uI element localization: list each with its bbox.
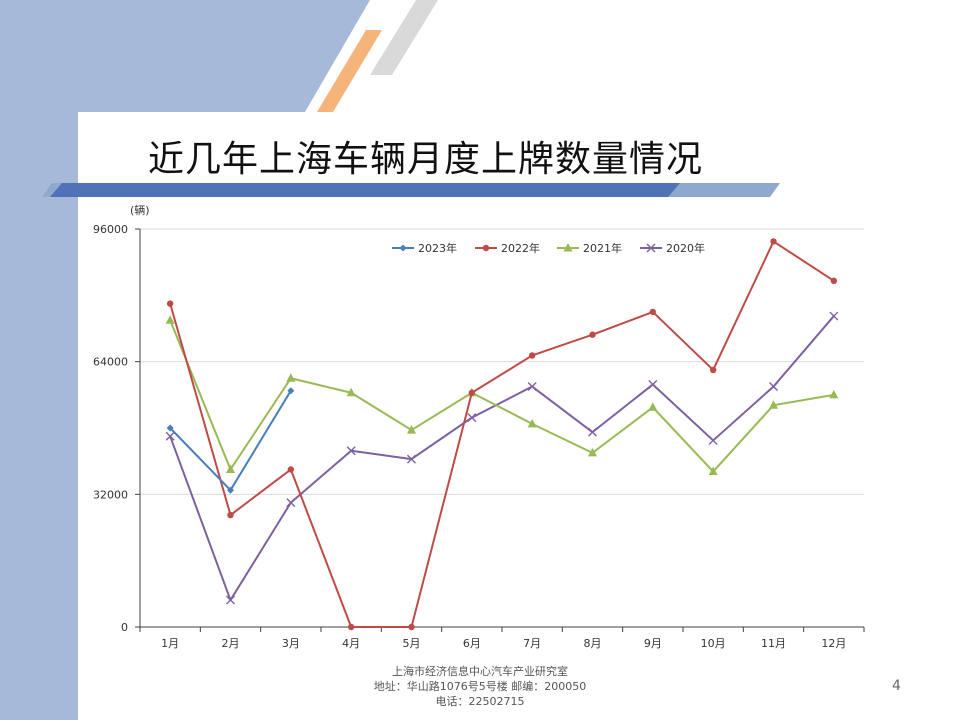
x-tick-label: 12月 — [821, 637, 846, 650]
legend-label: 2021年 — [583, 241, 622, 255]
series-layer — [165, 238, 839, 631]
data-point — [588, 447, 597, 457]
x-tick-label: 8月 — [584, 637, 602, 650]
data-point — [829, 311, 839, 321]
y-unit-label: (辆) — [130, 203, 150, 217]
left-decor-band — [0, 0, 78, 720]
legend-marker — [399, 244, 407, 252]
legend-marker — [646, 243, 656, 253]
legend-item: 2022年 — [475, 241, 540, 255]
data-point — [165, 431, 175, 441]
data-point — [407, 425, 416, 434]
series-line — [169, 240, 835, 628]
y-tick-label: 96000 — [93, 223, 128, 236]
data-point — [527, 418, 537, 428]
legend-item: 2020年 — [640, 241, 705, 255]
data-point — [708, 435, 718, 445]
legend-label: 2020年 — [666, 241, 705, 255]
data-point — [226, 595, 235, 605]
series-line — [169, 315, 835, 602]
data-point — [347, 623, 355, 631]
data-point — [527, 382, 537, 392]
data-point — [408, 623, 415, 631]
footer-address: 地址：华山路1076号5号楼 邮编：200050 — [373, 680, 587, 693]
data-point — [649, 308, 657, 316]
series-2023年 — [166, 387, 295, 494]
data-point — [346, 387, 356, 397]
legend-label: 2022年 — [501, 241, 540, 255]
legend: 2023年 2022年 2021年 2020年 — [392, 241, 705, 255]
y-tick-label: 0 — [121, 621, 128, 634]
y-tick-label: 32000 — [93, 488, 128, 501]
slide-title: 近几年上海车辆月度上牌数量情况 — [148, 139, 704, 180]
top-decor-band — [0, 0, 960, 112]
data-point — [227, 486, 234, 494]
data-point — [648, 379, 658, 389]
page-number: 4 — [892, 678, 901, 694]
title-underline-bar — [42, 183, 780, 197]
footer-org: 上海市经济信息中心汽车产业研究室 — [392, 665, 568, 678]
x-tick-label: 7月 — [523, 637, 541, 650]
data-point — [588, 427, 597, 437]
legend-marker — [563, 243, 573, 252]
legend-label: 2023年 — [418, 241, 457, 255]
data-point — [468, 389, 476, 396]
data-point — [286, 373, 296, 382]
x-tick-label: 3月 — [282, 637, 300, 650]
data-point — [770, 238, 777, 245]
data-point — [829, 389, 839, 399]
series-2021年 — [165, 315, 839, 476]
data-point — [708, 466, 718, 476]
footer: 上海市经济信息中心汽车产业研究室 地址：华山路1076号5号楼 邮编：20005… — [330, 664, 630, 709]
x-tick-label: 10月 — [701, 637, 726, 650]
legend-item: 2023年 — [392, 241, 457, 255]
grid-layer — [140, 228, 864, 495]
axis-layer: 0 32000 64000 96000 1月 2月 3月 4月 5月 6月 7月 8月 9月 10月 11月… — [93, 223, 865, 650]
legend-item: 2021年 — [557, 241, 622, 255]
data-point — [589, 331, 596, 338]
x-tick-label: 9月 — [644, 637, 662, 650]
x-tick-label: 4月 — [342, 637, 360, 650]
data-point — [769, 400, 778, 409]
data-point — [346, 446, 356, 456]
series-2022年 — [166, 238, 838, 631]
data-point — [226, 464, 235, 473]
series-line — [169, 319, 835, 473]
data-point — [166, 424, 174, 432]
data-point — [528, 352, 536, 359]
data-point — [287, 387, 295, 395]
x-tick-label: 11月 — [761, 637, 786, 650]
x-tick-label: 5月 — [403, 637, 421, 650]
legend-marker — [482, 244, 490, 252]
series-2020年 — [165, 311, 839, 605]
data-point — [830, 277, 838, 285]
x-tick-label: 1月 — [161, 637, 179, 650]
data-point — [227, 511, 234, 519]
x-tick-label: 2月 — [222, 637, 240, 650]
data-point — [165, 315, 175, 324]
x-tick-label: 6月 — [463, 637, 481, 650]
data-point — [467, 413, 477, 423]
data-point — [648, 402, 658, 411]
data-point — [287, 466, 295, 473]
data-point — [407, 454, 416, 464]
y-tick-label: 64000 — [93, 356, 128, 369]
data-point — [709, 366, 717, 374]
footer-phone: 电话：22502715 — [435, 695, 525, 708]
data-point — [769, 382, 778, 392]
data-point — [286, 498, 296, 508]
data-point — [166, 300, 174, 307]
